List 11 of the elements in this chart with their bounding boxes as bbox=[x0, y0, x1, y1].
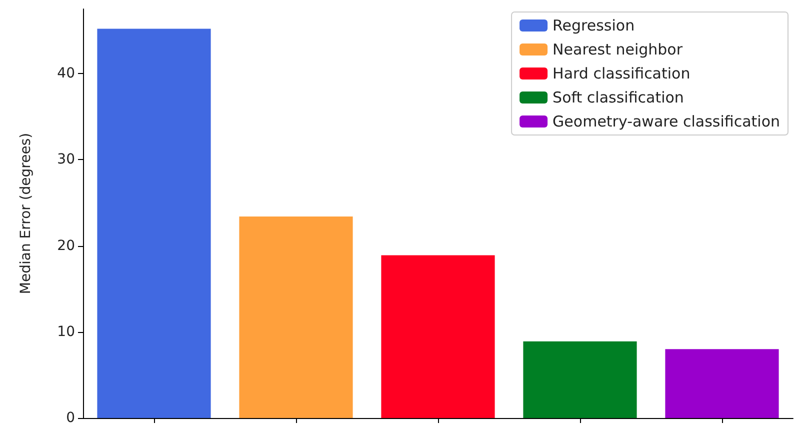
y-tick-label: 30 bbox=[57, 152, 75, 168]
legend-label: Soft classification bbox=[552, 88, 684, 106]
y-axis-title: Median Error (degrees) bbox=[18, 132, 34, 294]
legend-label: Nearest neighbor bbox=[552, 40, 684, 58]
y-tick-label: 20 bbox=[57, 238, 75, 254]
legend-label: Geometry-aware classification bbox=[552, 112, 780, 130]
y-tick-label: 40 bbox=[57, 66, 75, 82]
y-tick-label: 0 bbox=[66, 410, 75, 426]
legend-label: Hard classification bbox=[552, 64, 690, 82]
y-tick-label: 10 bbox=[57, 324, 75, 340]
legend-label: Regression bbox=[552, 16, 635, 34]
